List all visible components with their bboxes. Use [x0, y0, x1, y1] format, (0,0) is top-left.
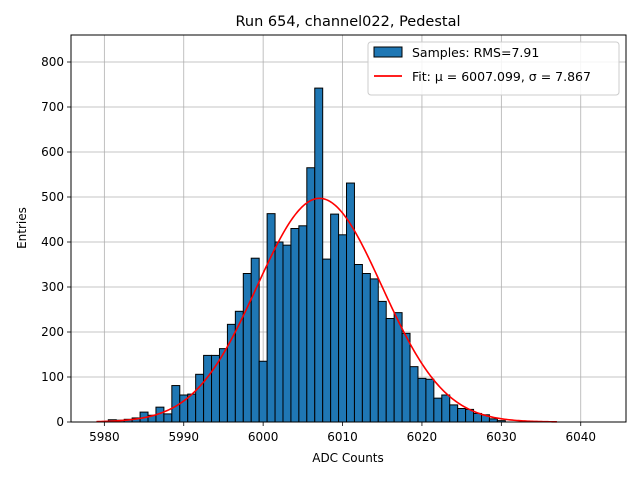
x-tick-label: 6030 — [486, 430, 517, 444]
histogram-bar — [433, 397, 443, 423]
y-tick-label: 500 — [41, 190, 64, 204]
histogram-bar — [473, 412, 482, 423]
fit-curve-group — [96, 197, 557, 423]
histogram-bar — [425, 378, 435, 423]
histogram-bar — [187, 393, 197, 423]
histogram-bar — [195, 373, 205, 423]
x-axis-ticks: 5980 5990 6000 6010 6020 6030 6040 — [89, 422, 596, 444]
plot-frame — [70, 34, 627, 423]
histogram-bar — [369, 278, 379, 423]
x-tick-label: 6020 — [407, 430, 438, 444]
histogram-bar — [361, 273, 371, 423]
legend-swatch-samples — [373, 46, 403, 58]
x-tick-label: 6040 — [565, 430, 596, 444]
histogram-bar — [322, 258, 332, 423]
histogram-bar — [338, 234, 348, 423]
histogram-bar — [258, 360, 268, 423]
histogram-bars — [107, 87, 506, 423]
y-tick-label: 300 — [41, 280, 64, 294]
histogram-bar — [203, 354, 213, 423]
y-tick-label: 700 — [41, 100, 64, 114]
histogram-bar — [393, 312, 403, 423]
histogram-bar — [314, 87, 324, 423]
y-tick-label: 0 — [56, 415, 64, 429]
y-tick-label: 800 — [41, 55, 64, 69]
histogram-bar — [163, 413, 173, 423]
histogram-bar — [401, 332, 411, 423]
y-tick-label: 100 — [41, 370, 64, 384]
histogram-bar — [298, 225, 308, 423]
histogram-bar — [449, 404, 459, 423]
histogram-bar — [290, 228, 300, 423]
histogram-bar — [274, 241, 284, 423]
histogram-bar — [266, 213, 276, 423]
legend: Samples: RMS=7.91 Fit: μ = 6007.099, σ =… — [367, 41, 620, 96]
histogram-bar — [441, 394, 451, 423]
legend-box — [367, 41, 620, 96]
histogram-bar — [330, 213, 340, 423]
fit-curve — [96, 197, 557, 423]
histogram-bar — [457, 408, 467, 423]
histogram-bar — [242, 273, 252, 423]
x-tick-label: 5980 — [89, 430, 120, 444]
histogram-bar — [385, 318, 395, 423]
x-axis-label: ADC Counts — [312, 451, 384, 465]
y-axis-label: Entries — [15, 207, 29, 249]
chart-title: Run 654, channel022, Pedestal — [235, 14, 460, 30]
x-tick-label: 6010 — [327, 430, 358, 444]
histogram-bar — [218, 348, 228, 423]
histogram-bar — [409, 366, 419, 423]
y-axis-ticks: 0 100 200 300 400 500 600 700 800 — [41, 55, 71, 429]
y-tick-label: 400 — [41, 235, 64, 249]
histogram-bar — [282, 244, 292, 423]
histogram-bar — [353, 264, 363, 423]
y-tick-label: 600 — [41, 145, 64, 159]
histogram-bar — [377, 300, 387, 423]
x-tick-label: 5990 — [168, 430, 199, 444]
histogram-bar — [417, 377, 427, 423]
legend-label-fit: Fit: μ = 6007.099, σ = 7.867 — [412, 69, 591, 84]
legend-label-samples: Samples: RMS=7.91 — [412, 45, 539, 60]
y-tick-label: 200 — [41, 325, 64, 339]
x-tick-label: 6000 — [248, 430, 279, 444]
histogram-bar — [306, 167, 316, 423]
